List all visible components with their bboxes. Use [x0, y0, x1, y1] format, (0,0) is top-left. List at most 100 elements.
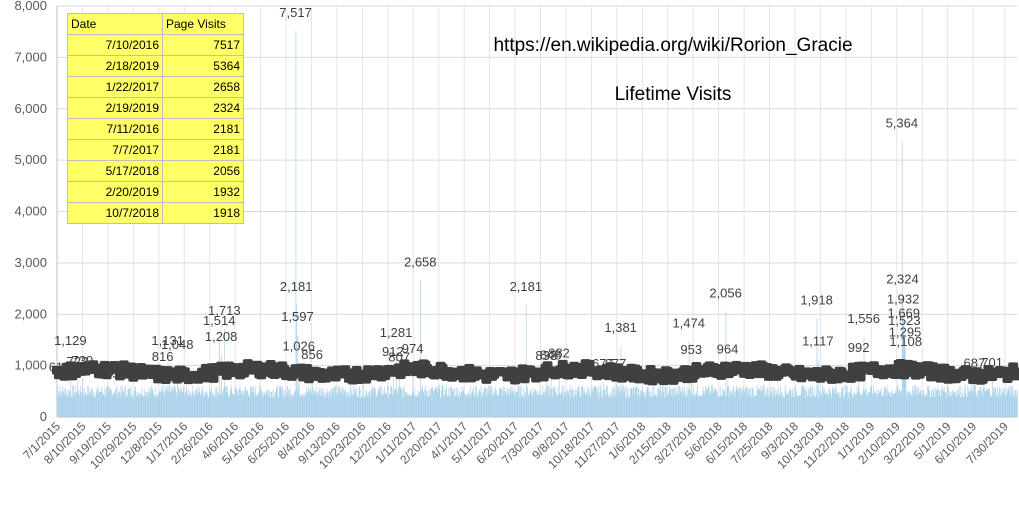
- bar: [278, 397, 280, 417]
- bar: [251, 388, 252, 417]
- bar: [709, 394, 710, 417]
- bar: [478, 390, 480, 417]
- data-label: 1,108: [889, 334, 922, 349]
- bar: [218, 393, 220, 417]
- bar: [438, 388, 440, 417]
- bar: [429, 389, 431, 417]
- bar: [947, 384, 948, 417]
- bar: [764, 395, 766, 417]
- bar: [208, 396, 210, 417]
- bar: [857, 392, 859, 417]
- bar: [978, 388, 979, 417]
- bar: [677, 394, 678, 417]
- bar: [452, 391, 453, 417]
- bar: [497, 395, 498, 417]
- peak-bar: [691, 368, 692, 417]
- bar: [450, 387, 452, 417]
- bar: [516, 392, 518, 417]
- bar: [252, 391, 254, 417]
- bar: [417, 396, 418, 417]
- bar: [873, 385, 874, 417]
- data-label: 1,669: [887, 305, 920, 320]
- bar: [994, 389, 995, 417]
- bar: [894, 393, 895, 417]
- bar: [280, 388, 282, 417]
- bar: [822, 385, 824, 417]
- crowded-label-mark: [361, 374, 372, 384]
- bar: [151, 388, 153, 417]
- bar: [996, 395, 998, 417]
- peak-bar: [70, 358, 72, 417]
- bar: [255, 393, 257, 417]
- bar: [641, 390, 643, 417]
- bar: [761, 390, 762, 417]
- bar: [754, 396, 755, 417]
- bar: [346, 391, 348, 417]
- bar: [743, 394, 745, 417]
- bar: [326, 391, 327, 417]
- bar: [553, 389, 554, 417]
- bar: [485, 387, 486, 417]
- bar: [850, 386, 852, 417]
- bar: [414, 388, 416, 417]
- bar: [459, 396, 461, 417]
- bar: [709, 389, 711, 417]
- bar: [500, 387, 502, 417]
- bar: [875, 389, 877, 417]
- bar: [133, 390, 135, 417]
- bar: [668, 394, 670, 417]
- bar: [371, 388, 372, 417]
- bar: [948, 387, 949, 417]
- bar: [973, 385, 975, 417]
- bar: [328, 397, 329, 417]
- bar: [308, 386, 309, 417]
- bar: [999, 387, 1001, 417]
- peak-bar: [396, 351, 397, 417]
- bar: [551, 396, 553, 417]
- bar: [786, 395, 788, 417]
- bar: [365, 390, 367, 417]
- bar: [740, 392, 742, 417]
- bar: [534, 390, 536, 417]
- bar: [97, 389, 98, 417]
- bar: [854, 391, 855, 417]
- bar: [502, 386, 504, 417]
- bar: [147, 392, 149, 417]
- bar: [79, 385, 81, 417]
- bar: [830, 394, 832, 417]
- bar: [735, 391, 736, 417]
- bar: [453, 389, 455, 417]
- bar: [441, 389, 442, 417]
- bar: [312, 387, 314, 417]
- bar: [739, 397, 741, 417]
- bar: [363, 397, 365, 417]
- bar: [313, 394, 315, 417]
- bar: [485, 388, 487, 417]
- bar: [401, 390, 403, 417]
- bar: [870, 387, 871, 417]
- bar: [341, 387, 343, 417]
- bar: [338, 388, 340, 417]
- bar: [266, 394, 268, 417]
- bar: [376, 396, 378, 417]
- bar: [410, 395, 412, 417]
- bar: [343, 390, 344, 417]
- bar: [188, 389, 189, 417]
- data-label: 739: [72, 353, 94, 368]
- bar: [929, 390, 930, 417]
- bar: [193, 397, 194, 417]
- bar: [819, 390, 820, 417]
- bar: [118, 393, 119, 417]
- bar: [887, 391, 889, 417]
- table-header-row: Date Page Visits: [67, 13, 244, 35]
- bar: [787, 394, 789, 417]
- bar: [873, 391, 875, 417]
- bar: [744, 389, 746, 417]
- bar: [57, 390, 59, 417]
- bar: [407, 393, 409, 417]
- bar: [93, 394, 94, 417]
- bar: [756, 394, 757, 417]
- bar: [779, 394, 780, 417]
- bar: [788, 393, 790, 417]
- bar: [926, 396, 928, 417]
